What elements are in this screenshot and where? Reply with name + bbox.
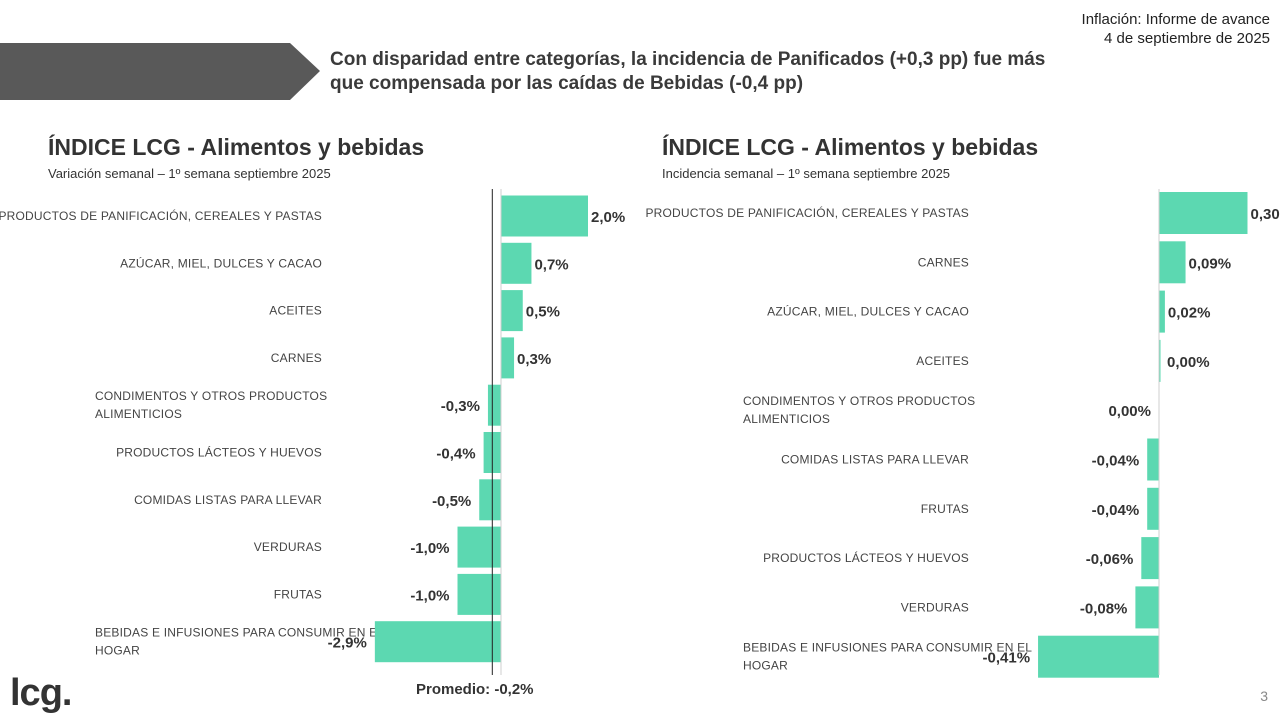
left-bar [487, 384, 501, 426]
left-category-label-line: PRODUCTOS DE PANIFICACIÓN, CEREALES Y PA… [0, 208, 322, 223]
left-value-label: 0,3% [517, 351, 551, 368]
left-category-label: AZÚCAR, MIEL, DULCES Y CACAO [120, 255, 322, 270]
report-date: 4 de septiembre de 2025 [1104, 30, 1270, 47]
right-bar [1141, 537, 1159, 580]
right-value-label: 0,30% [1251, 206, 1280, 223]
right-chart-title: ÍNDICE LCG - Alimentos y bebidas [662, 134, 1039, 160]
left-category-label-line: CONDIMENTOS Y OTROS PRODUCTOS [95, 389, 327, 403]
banner-arrow-shape [0, 43, 320, 100]
report-info: Inflación: Informe de avance 4 de septie… [1082, 10, 1270, 48]
right-value-label: 0,00% [1167, 354, 1210, 371]
right-bar [1038, 635, 1159, 678]
lcg-logo: lcg. [10, 672, 72, 714]
left-category-label: CONDIMENTOS Y OTROS PRODUCTOS ALIMENTICIO… [95, 389, 327, 421]
report-title: Inflación: Informe de avance [1081, 11, 1270, 28]
right-category-label: BEBIDAS E INFUSIONES PARA CONSUMIR EN EL… [743, 641, 1032, 673]
right-category-label: AZÚCAR, MIEL, DULCES Y CACAO [767, 304, 969, 319]
left-category-label: BEBIDAS E INFUSIONES PARA CONSUMIR EN EL… [95, 626, 384, 658]
left-category-label-line: COMIDAS LISTAS PARA LLEVAR [134, 493, 322, 507]
right-category-label: PRODUCTOS LÁCTEOS Y HUEVOS [763, 550, 969, 565]
right-bar-chart: PRODUCTOS DE PANIFICACIÓN, CEREALES Y PA… [645, 189, 1280, 678]
left-bar [479, 479, 501, 521]
right-value-label: 0,09% [1189, 255, 1232, 272]
right-bar [1159, 192, 1248, 234]
left-value-label: -0,5% [432, 493, 471, 510]
right-bar [1135, 586, 1159, 629]
right-category-label: CARNES [918, 255, 969, 269]
page-number: 3 [1260, 688, 1268, 704]
right-category-label-line: AZÚCAR, MIEL, DULCES Y CACAO [767, 304, 969, 319]
left-bar [501, 195, 588, 237]
left-value-label: -0,4% [436, 446, 475, 463]
average-label: Promedio: -0,2% [416, 681, 534, 698]
left-category-label-line: PRODUCTOS LÁCTEOS Y HUEVOS [116, 445, 322, 460]
left-category-label: FRUTAS [274, 587, 322, 601]
right-category-label-line: VERDURAS [901, 600, 969, 614]
left-category-label-line: HOGAR [95, 644, 140, 658]
right-bar [1159, 241, 1186, 284]
left-category-label-line: FRUTAS [274, 587, 322, 601]
right-chart-subtitle: Incidencia semanal – 1º semana septiembr… [662, 166, 951, 181]
left-category-label: CARNES [271, 351, 322, 365]
left-value-label: 0,5% [526, 304, 560, 321]
right-category-label: CONDIMENTOS Y OTROS PRODUCTOS ALIMENTICIO… [743, 394, 975, 426]
left-bar-chart: PRODUCTOS DE PANIFICACIÓN, CEREALES Y PA… [0, 189, 625, 675]
left-value-label: -1,0% [410, 587, 449, 604]
left-value-label: 2,0% [591, 209, 625, 226]
left-category-label-line: AZÚCAR, MIEL, DULCES Y CACAO [120, 255, 322, 270]
left-chart-subtitle: Variación semanal – 1º semana septiembre… [48, 166, 331, 181]
right-category-label: PRODUCTOS DE PANIFICACIÓN, CEREALES Y PA… [645, 205, 969, 220]
left-bar [457, 526, 501, 568]
right-category-label-line: ACEITES [916, 354, 969, 368]
right-value-label: -0,41% [983, 650, 1031, 667]
right-category-label: ACEITES [916, 354, 969, 368]
left-category-label-line: ALIMENTICIOS [95, 407, 182, 421]
left-value-label: 0,7% [534, 256, 568, 273]
right-category-label: VERDURAS [901, 600, 969, 614]
right-value-label: -0,08% [1080, 600, 1128, 617]
right-category-label-line: PRODUCTOS DE PANIFICACIÓN, CEREALES Y PA… [645, 205, 969, 220]
left-category-label: VERDURAS [254, 540, 322, 554]
right-bar [1159, 339, 1161, 382]
headline: Con disparidad entre categorías, la inci… [330, 49, 1046, 94]
left-category-label: COMIDAS LISTAS PARA LLEVAR [134, 493, 322, 507]
left-value-label: -0,3% [441, 398, 480, 415]
right-bar [1147, 438, 1159, 481]
left-category-label-line: ACEITES [269, 304, 322, 318]
right-category-label: FRUTAS [921, 502, 969, 516]
right-category-label-line: CARNES [918, 255, 969, 269]
right-value-label: -0,04% [1092, 453, 1140, 470]
left-bar [457, 573, 501, 615]
left-category-label: ACEITES [269, 304, 322, 318]
left-category-label: PRODUCTOS DE PANIFICACIÓN, CEREALES Y PA… [0, 208, 322, 223]
left-bar [501, 242, 532, 284]
left-bar [374, 621, 501, 663]
left-category-label: PRODUCTOS LÁCTEOS Y HUEVOS [116, 445, 322, 460]
left-category-label-line: BEBIDAS E INFUSIONES PARA CONSUMIR EN EL [95, 626, 384, 640]
left-bar [501, 337, 515, 379]
right-category-label-line: CONDIMENTOS Y OTROS PRODUCTOS [743, 394, 975, 408]
left-bar [501, 290, 523, 332]
left-value-label: -1,0% [410, 540, 449, 557]
right-category-label-line: HOGAR [743, 659, 788, 673]
left-category-label-line: CARNES [271, 351, 322, 365]
right-value-label: 0,02% [1168, 305, 1211, 322]
left-chart-title: ÍNDICE LCG - Alimentos y bebidas [48, 134, 425, 160]
right-category-label-line: BEBIDAS E INFUSIONES PARA CONSUMIR EN EL [743, 641, 1032, 655]
right-value-label: -0,04% [1092, 502, 1140, 519]
right-category-label: COMIDAS LISTAS PARA LLEVAR [781, 453, 969, 467]
left-category-label-line: VERDURAS [254, 540, 322, 554]
left-value-label: -2,9% [328, 635, 367, 652]
right-value-label: -0,06% [1086, 551, 1134, 568]
right-bar [1159, 290, 1165, 333]
right-category-label-line: COMIDAS LISTAS PARA LLEVAR [781, 453, 969, 467]
right-bar [1147, 487, 1159, 530]
right-value-label: 0,00% [1108, 403, 1151, 420]
right-category-label-line: PRODUCTOS LÁCTEOS Y HUEVOS [763, 550, 969, 565]
right-category-label-line: FRUTAS [921, 502, 969, 516]
right-category-label-line: ALIMENTICIOS [743, 412, 830, 426]
